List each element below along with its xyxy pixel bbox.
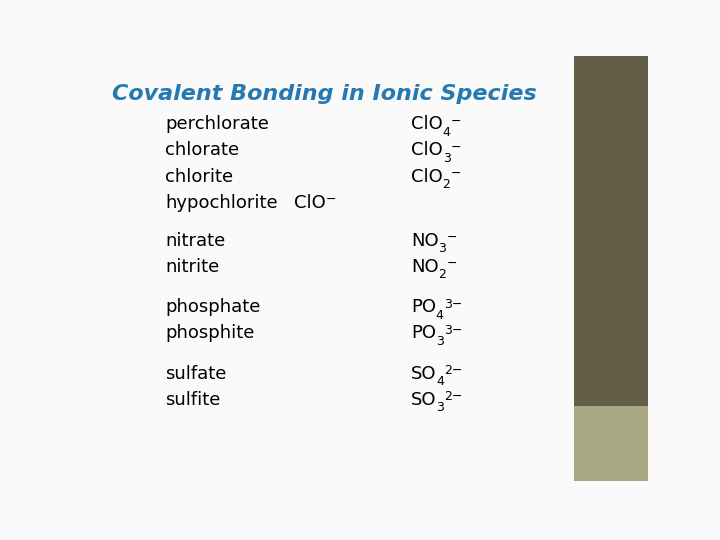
Text: 3: 3 [436, 401, 444, 414]
Text: ClO: ClO [294, 194, 325, 212]
Text: hypochlorite: hypochlorite [166, 194, 278, 212]
Text: PO: PO [411, 298, 436, 316]
Text: −: − [446, 231, 457, 244]
Text: 4: 4 [436, 308, 444, 321]
Text: 2−: 2− [444, 364, 462, 377]
Text: −: − [451, 167, 461, 180]
Text: 2: 2 [438, 268, 446, 281]
Text: 3−: 3− [444, 298, 462, 310]
Text: −: − [446, 258, 457, 271]
Text: 3−: 3− [444, 324, 462, 337]
Text: Covalent Bonding in Ionic Species: Covalent Bonding in Ionic Species [112, 84, 537, 104]
Text: phosphite: phosphite [166, 325, 255, 342]
Text: chlorate: chlorate [166, 141, 240, 159]
Text: sulfate: sulfate [166, 364, 227, 383]
Text: ClO: ClO [411, 115, 443, 133]
Text: sulfite: sulfite [166, 391, 221, 409]
Text: phosphate: phosphate [166, 298, 261, 316]
Bar [575, 65, 648, 406]
Text: 4: 4 [436, 375, 444, 388]
Text: −: − [451, 141, 461, 154]
Text: 4: 4 [443, 125, 451, 139]
Text: chlorite: chlorite [166, 167, 233, 186]
Text: 3: 3 [438, 242, 446, 255]
Text: 2−: 2− [444, 390, 462, 403]
Text: nitrate: nitrate [166, 232, 225, 249]
Text: PO: PO [411, 325, 436, 342]
Text: NO: NO [411, 258, 438, 276]
Text: −: − [451, 114, 461, 128]
Text: 3: 3 [436, 335, 444, 348]
Text: −: − [325, 193, 336, 206]
Text: ClO: ClO [411, 167, 443, 186]
Text: ClO: ClO [411, 141, 443, 159]
Text: 3: 3 [443, 152, 451, 165]
Text: NO: NO [411, 232, 438, 249]
Text: SO: SO [411, 364, 436, 383]
Bar [575, 397, 648, 481]
Text: nitrite: nitrite [166, 258, 220, 276]
Bar [575, 406, 648, 481]
Text: SO: SO [411, 391, 436, 409]
Bar [575, 57, 648, 397]
Text: perchlorate: perchlorate [166, 115, 269, 133]
Text: 2: 2 [443, 178, 451, 191]
